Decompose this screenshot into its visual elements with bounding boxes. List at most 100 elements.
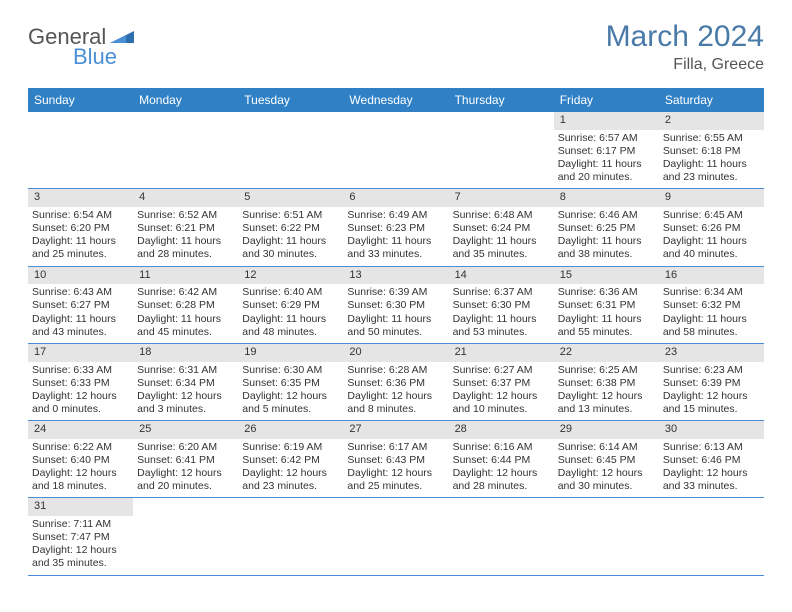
day-number: 2	[659, 112, 764, 130]
day-number: 18	[133, 344, 238, 362]
day-body	[238, 130, 343, 186]
daylight-text: Daylight: 12 hours and 25 minutes.	[347, 467, 444, 493]
daylight-text: Daylight: 12 hours and 20 minutes.	[137, 467, 234, 493]
calendar-cell: 8Sunrise: 6:46 AMSunset: 6:25 PMDaylight…	[554, 189, 659, 266]
calendar-row: 24Sunrise: 6:22 AMSunset: 6:40 PMDayligh…	[28, 421, 764, 498]
daylight-text: Daylight: 12 hours and 35 minutes.	[32, 544, 129, 570]
sunset-text: Sunset: 6:23 PM	[347, 222, 444, 235]
day-body: Sunrise: 6:49 AMSunset: 6:23 PMDaylight:…	[343, 207, 448, 266]
day-number: 30	[659, 421, 764, 439]
sunrise-text: Sunrise: 6:25 AM	[558, 364, 655, 377]
sunrise-text: Sunrise: 6:20 AM	[137, 441, 234, 454]
day-number	[449, 112, 554, 130]
day-number: 17	[28, 344, 133, 362]
day-body: Sunrise: 6:34 AMSunset: 6:32 PMDaylight:…	[659, 284, 764, 343]
day-body: Sunrise: 6:25 AMSunset: 6:38 PMDaylight:…	[554, 362, 659, 421]
day-number	[133, 112, 238, 130]
day-number: 28	[449, 421, 554, 439]
sunset-text: Sunset: 6:39 PM	[663, 377, 760, 390]
calendar-cell: 1Sunrise: 6:57 AMSunset: 6:17 PMDaylight…	[554, 112, 659, 189]
daylight-text: Daylight: 11 hours and 45 minutes.	[137, 313, 234, 339]
calendar-cell: 27Sunrise: 6:17 AMSunset: 6:43 PMDayligh…	[343, 421, 448, 498]
calendar-cell: 11Sunrise: 6:42 AMSunset: 6:28 PMDayligh…	[133, 266, 238, 343]
calendar-cell: 30Sunrise: 6:13 AMSunset: 6:46 PMDayligh…	[659, 421, 764, 498]
sunrise-text: Sunrise: 6:40 AM	[242, 286, 339, 299]
sunset-text: Sunset: 6:41 PM	[137, 454, 234, 467]
sunrise-text: Sunrise: 6:36 AM	[558, 286, 655, 299]
sunset-text: Sunset: 6:17 PM	[558, 145, 655, 158]
day-number: 23	[659, 344, 764, 362]
calendar-cell: 24Sunrise: 6:22 AMSunset: 6:40 PMDayligh…	[28, 421, 133, 498]
calendar-cell: 3Sunrise: 6:54 AMSunset: 6:20 PMDaylight…	[28, 189, 133, 266]
daylight-text: Daylight: 12 hours and 23 minutes.	[242, 467, 339, 493]
day-number: 12	[238, 267, 343, 285]
day-body: Sunrise: 6:36 AMSunset: 6:31 PMDaylight:…	[554, 284, 659, 343]
calendar-cell: 7Sunrise: 6:48 AMSunset: 6:24 PMDaylight…	[449, 189, 554, 266]
day-number: 8	[554, 189, 659, 207]
day-number: 7	[449, 189, 554, 207]
daylight-text: Daylight: 11 hours and 25 minutes.	[32, 235, 129, 261]
calendar-cell: 13Sunrise: 6:39 AMSunset: 6:30 PMDayligh…	[343, 266, 448, 343]
calendar-cell	[133, 498, 238, 575]
calendar-cell: 17Sunrise: 6:33 AMSunset: 6:33 PMDayligh…	[28, 343, 133, 420]
day-body: Sunrise: 6:13 AMSunset: 6:46 PMDaylight:…	[659, 439, 764, 498]
calendar-cell: 14Sunrise: 6:37 AMSunset: 6:30 PMDayligh…	[449, 266, 554, 343]
day-number	[659, 498, 764, 516]
daylight-text: Daylight: 12 hours and 10 minutes.	[453, 390, 550, 416]
weekday-header: Saturday	[659, 88, 764, 112]
sunrise-text: Sunrise: 6:28 AM	[347, 364, 444, 377]
weekday-header: Tuesday	[238, 88, 343, 112]
sunset-text: Sunset: 6:20 PM	[32, 222, 129, 235]
header: General March 2024 Filla, Greece	[28, 20, 764, 74]
day-body	[133, 516, 238, 572]
day-number	[238, 498, 343, 516]
calendar-row: 17Sunrise: 6:33 AMSunset: 6:33 PMDayligh…	[28, 343, 764, 420]
sunset-text: Sunset: 6:28 PM	[137, 299, 234, 312]
logo-text-2-wrap: Blue	[73, 44, 117, 70]
day-body: Sunrise: 6:46 AMSunset: 6:25 PMDaylight:…	[554, 207, 659, 266]
day-number: 29	[554, 421, 659, 439]
sunrise-text: Sunrise: 6:46 AM	[558, 209, 655, 222]
sunset-text: Sunset: 6:42 PM	[242, 454, 339, 467]
sunrise-text: Sunrise: 6:55 AM	[663, 132, 760, 145]
day-body	[449, 516, 554, 572]
sunrise-text: Sunrise: 6:14 AM	[558, 441, 655, 454]
sunrise-text: Sunrise: 6:37 AM	[453, 286, 550, 299]
day-number: 4	[133, 189, 238, 207]
day-number: 22	[554, 344, 659, 362]
sunrise-text: Sunrise: 6:17 AM	[347, 441, 444, 454]
weekday-header: Thursday	[449, 88, 554, 112]
sunset-text: Sunset: 6:30 PM	[347, 299, 444, 312]
calendar-cell	[28, 112, 133, 189]
sunrise-text: Sunrise: 6:54 AM	[32, 209, 129, 222]
page-subtitle: Filla, Greece	[606, 56, 764, 74]
day-body: Sunrise: 6:20 AMSunset: 6:41 PMDaylight:…	[133, 439, 238, 498]
sunrise-text: Sunrise: 6:34 AM	[663, 286, 760, 299]
day-body	[133, 130, 238, 186]
day-body: Sunrise: 6:54 AMSunset: 6:20 PMDaylight:…	[28, 207, 133, 266]
day-number: 31	[28, 498, 133, 516]
sunrise-text: Sunrise: 6:52 AM	[137, 209, 234, 222]
daylight-text: Daylight: 12 hours and 15 minutes.	[663, 390, 760, 416]
sunset-text: Sunset: 6:46 PM	[663, 454, 760, 467]
sunset-text: Sunset: 6:29 PM	[242, 299, 339, 312]
day-number	[238, 112, 343, 130]
daylight-text: Daylight: 12 hours and 5 minutes.	[242, 390, 339, 416]
daylight-text: Daylight: 11 hours and 23 minutes.	[663, 158, 760, 184]
day-number	[343, 112, 448, 130]
day-body: Sunrise: 6:55 AMSunset: 6:18 PMDaylight:…	[659, 130, 764, 189]
day-body	[28, 130, 133, 186]
title-block: March 2024 Filla, Greece	[606, 20, 764, 74]
day-body: Sunrise: 6:39 AMSunset: 6:30 PMDaylight:…	[343, 284, 448, 343]
day-body	[659, 516, 764, 572]
weekday-header: Wednesday	[343, 88, 448, 112]
daylight-text: Daylight: 11 hours and 30 minutes.	[242, 235, 339, 261]
calendar-cell	[238, 112, 343, 189]
day-number: 26	[238, 421, 343, 439]
day-number: 24	[28, 421, 133, 439]
day-number: 15	[554, 267, 659, 285]
sunrise-text: Sunrise: 6:49 AM	[347, 209, 444, 222]
calendar-cell: 23Sunrise: 6:23 AMSunset: 6:39 PMDayligh…	[659, 343, 764, 420]
day-number: 1	[554, 112, 659, 130]
sunset-text: Sunset: 6:21 PM	[137, 222, 234, 235]
